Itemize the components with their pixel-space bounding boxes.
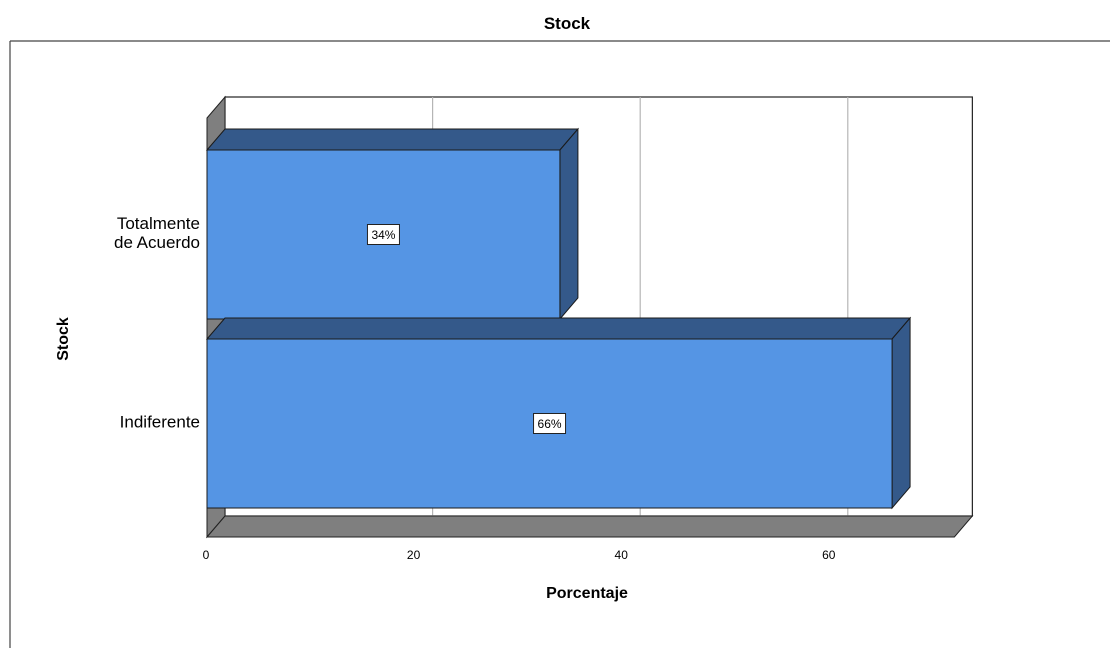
- x-tick-label: 40: [615, 548, 629, 562]
- y-axis-title: Stock: [55, 317, 72, 361]
- chart-title: Stock: [543, 14, 591, 33]
- x-axis-title: Porcentaje: [546, 585, 628, 602]
- data-label-box: [366, 224, 400, 245]
- data-label: 34%: [371, 228, 395, 242]
- bar-top: [205, 317, 912, 340]
- category-label: Indiferente: [120, 413, 200, 432]
- bar-side: [559, 127, 579, 321]
- category-label: Totalmente: [117, 214, 200, 233]
- bar-top: [205, 128, 580, 151]
- data-label: 66%: [538, 417, 562, 431]
- category-label: de Acuerdo: [114, 233, 200, 252]
- bar-side: [891, 316, 911, 510]
- floor: [205, 515, 974, 538]
- x-tick-label: 60: [822, 548, 836, 562]
- data-label-box: [533, 413, 567, 434]
- x-tick-label: 0: [203, 548, 210, 562]
- x-tick-label: 20: [407, 548, 421, 562]
